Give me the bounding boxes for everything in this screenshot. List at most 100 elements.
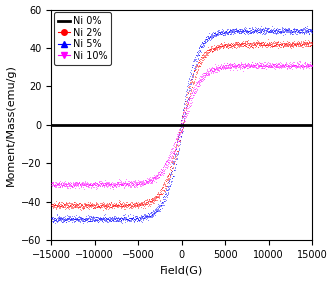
Point (163, 159, 168, 163)
Point (270, 44, 275, 48)
Point (134, 201, 140, 206)
Point (148, 178, 153, 183)
Point (274, 30, 279, 34)
Point (204, 73, 209, 78)
Point (251, 46, 256, 50)
Point (188, 91, 194, 95)
Point (244, 29, 250, 33)
Point (158, 170, 163, 175)
Point (53, 216, 58, 221)
Point (137, 180, 142, 185)
Point (132, 203, 138, 207)
Point (76, 205, 82, 209)
Point (162, 161, 167, 165)
Point (244, 38, 250, 43)
Point (163, 185, 168, 190)
Point (309, 64, 314, 69)
Point (133, 217, 138, 222)
Point (304, 44, 309, 48)
Point (265, 30, 270, 34)
Point (220, 45, 225, 49)
Point (101, 182, 106, 186)
Point (105, 216, 111, 221)
Point (123, 182, 129, 187)
Point (230, 43, 236, 47)
Point (257, 41, 263, 45)
Point (136, 181, 141, 186)
Point (258, 43, 263, 47)
Point (295, 42, 300, 46)
Point (154, 208, 160, 212)
Point (192, 57, 197, 61)
Point (103, 218, 108, 223)
Point (212, 46, 218, 50)
Point (161, 188, 166, 192)
Point (183, 115, 189, 120)
Point (51, 218, 56, 223)
Point (298, 60, 303, 65)
Point (92, 202, 97, 207)
Point (110, 182, 115, 186)
Point (232, 27, 237, 31)
Point (101, 205, 106, 210)
Point (180, 107, 186, 112)
Point (103, 219, 109, 223)
Point (278, 44, 284, 49)
Point (232, 61, 237, 65)
Point (287, 61, 293, 66)
Point (237, 44, 242, 48)
Point (230, 26, 236, 31)
Point (78, 215, 83, 219)
Point (191, 67, 197, 72)
Point (259, 29, 264, 34)
Point (81, 182, 87, 187)
Point (206, 48, 212, 52)
Point (135, 203, 140, 207)
Point (240, 28, 246, 32)
Point (72, 214, 77, 219)
Point (198, 77, 203, 82)
Point (112, 217, 117, 221)
Point (297, 44, 303, 48)
Point (165, 174, 170, 178)
Point (301, 30, 306, 34)
Point (187, 103, 193, 108)
Point (96, 183, 101, 188)
Point (255, 28, 261, 32)
Point (100, 183, 106, 188)
Point (159, 167, 165, 172)
Point (95, 182, 101, 187)
Point (266, 40, 272, 44)
Point (289, 43, 295, 47)
Point (301, 60, 306, 65)
Point (190, 94, 195, 99)
Point (287, 66, 293, 70)
Point (147, 214, 153, 218)
Point (277, 30, 283, 35)
Point (243, 26, 249, 30)
Point (130, 181, 136, 185)
Point (262, 63, 267, 67)
Point (114, 217, 120, 221)
Point (123, 201, 129, 206)
Point (296, 30, 302, 34)
Point (282, 28, 287, 32)
Point (239, 40, 244, 45)
Point (97, 216, 103, 221)
Point (164, 181, 169, 185)
Point (117, 204, 123, 208)
Point (150, 213, 155, 217)
Point (125, 217, 130, 221)
Point (66, 180, 71, 185)
Point (165, 165, 170, 169)
Point (249, 25, 254, 30)
Point (134, 184, 140, 189)
Point (294, 40, 299, 44)
Point (103, 212, 108, 217)
Point (299, 42, 304, 47)
Point (119, 204, 125, 208)
Point (160, 200, 165, 205)
Point (72, 200, 77, 205)
Point (297, 43, 302, 47)
Point (80, 204, 85, 209)
